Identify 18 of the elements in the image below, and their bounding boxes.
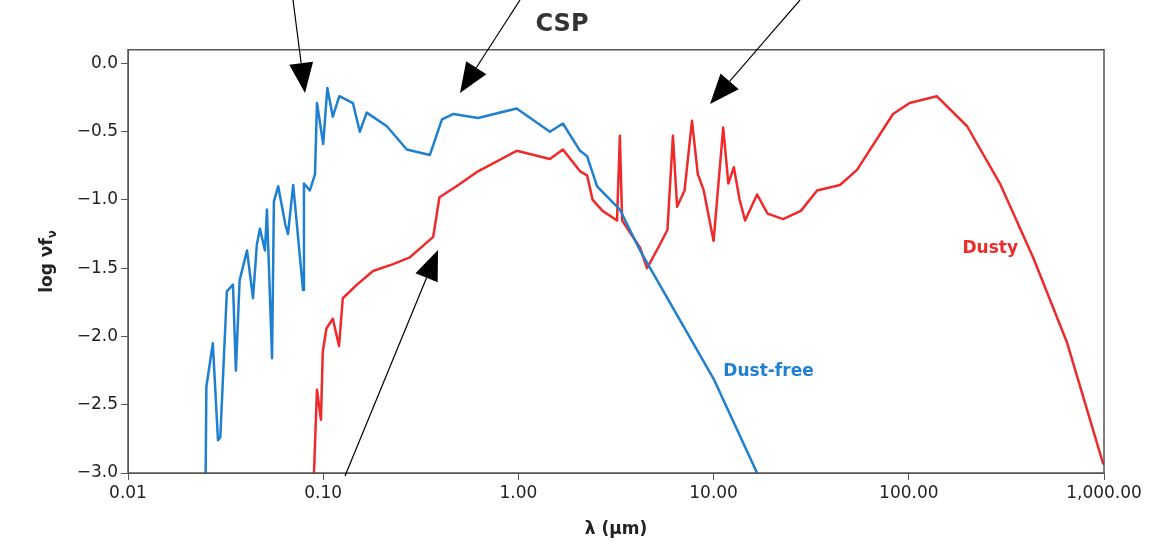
y-tick-label: 0.0: [90, 51, 118, 72]
series-label: Dusty: [962, 237, 1019, 258]
x-tick-label: 0.01: [109, 481, 147, 502]
y-tick-label: −1.0: [76, 188, 118, 209]
x-tick-label: 1.00: [499, 481, 538, 502]
y-tick-label: −2.0: [76, 324, 118, 345]
y-tick-label: −0.5: [76, 120, 118, 141]
y-axis-title: log νfν: [36, 230, 60, 293]
x-tick-label: 10.00: [689, 481, 738, 502]
chart-title: CSP: [535, 8, 589, 37]
y-tick-label: −3.0: [76, 461, 118, 482]
x-tick-label: 100.00: [879, 481, 939, 502]
x-tick-label: 1,000.00: [1066, 481, 1142, 502]
y-tick-label: −1.5: [76, 256, 118, 277]
y-tick-label: −2.5: [76, 393, 118, 414]
x-tick-label: 0.10: [304, 481, 343, 502]
series-label: Dust-free: [723, 359, 814, 380]
x-axis-title: λ (μm): [584, 518, 648, 539]
